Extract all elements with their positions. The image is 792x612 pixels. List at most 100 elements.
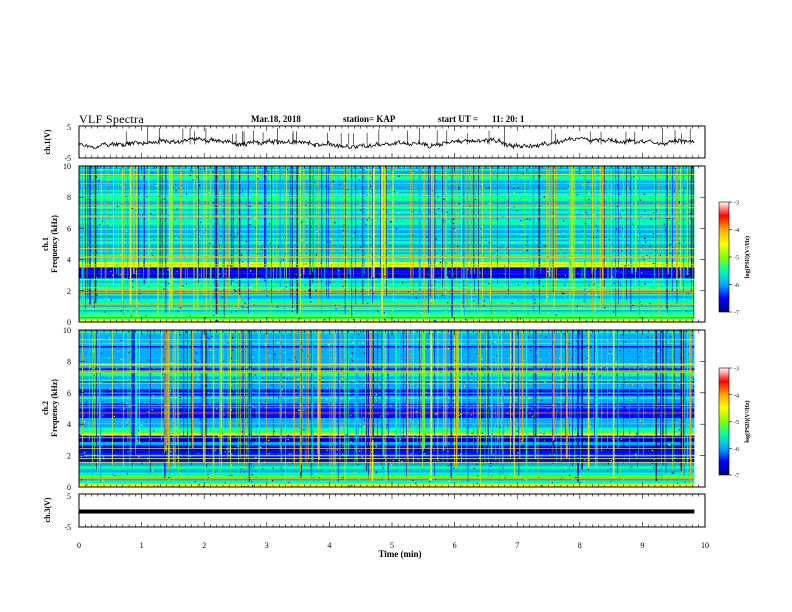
spec-streak <box>302 330 304 442</box>
spec-cell <box>185 283 188 285</box>
spec-streak <box>509 166 510 303</box>
spec-streak <box>431 330 433 448</box>
spec-cell <box>372 306 374 308</box>
spec-cell <box>385 481 387 483</box>
spec-streak <box>411 166 413 296</box>
spec-cell <box>151 255 153 257</box>
spec-cell <box>237 445 239 447</box>
spec-cell <box>632 304 634 306</box>
spec-cell <box>334 312 336 314</box>
spec-row <box>79 418 695 420</box>
spec-streak <box>169 330 171 478</box>
spec-cell <box>263 402 265 404</box>
spec-cell <box>341 369 343 371</box>
spec-cell <box>378 386 380 388</box>
spec-cell <box>364 168 366 170</box>
spec-cell <box>350 441 352 443</box>
spec-streak <box>331 330 333 479</box>
spec-cell <box>507 430 509 433</box>
spec-cell <box>651 450 654 452</box>
spec-cell <box>370 173 372 175</box>
spec-cell <box>158 195 160 197</box>
spec-cell <box>458 188 460 190</box>
spec-streak <box>476 330 479 454</box>
spec-streak <box>285 330 286 483</box>
spec-cell <box>583 440 585 442</box>
spec-streak <box>441 166 442 282</box>
spec-row <box>79 339 695 342</box>
spec-cell <box>488 187 490 189</box>
y-tick-label: 8 <box>67 357 71 366</box>
spec-cell <box>528 396 530 398</box>
spec-cell <box>286 169 288 171</box>
spec-cell <box>198 236 201 238</box>
spec-cell <box>185 315 188 317</box>
spec-cell <box>138 441 140 443</box>
spec-streak <box>159 166 161 273</box>
spec-streak <box>433 166 435 308</box>
spec-cell <box>363 425 365 428</box>
spec-cell <box>652 289 654 292</box>
spec-cell <box>521 234 523 236</box>
spec-cell <box>669 206 671 208</box>
spec-cell <box>618 358 621 360</box>
spec-cell <box>494 311 496 313</box>
spec-cell <box>287 434 289 436</box>
spec-cell <box>638 356 640 358</box>
spec-streak <box>180 166 182 307</box>
spec-cell <box>146 378 148 380</box>
spec-cell <box>588 199 590 201</box>
spec-cell <box>461 451 463 453</box>
spec-cell <box>170 451 172 453</box>
spec-cell <box>291 462 293 464</box>
spec-cell <box>337 421 339 423</box>
spec-cell <box>540 282 543 284</box>
spec-cell <box>244 420 246 422</box>
spec-cell <box>490 465 492 467</box>
spec-cell <box>207 261 209 263</box>
spec-streak <box>430 166 432 292</box>
spec-cell <box>422 226 424 228</box>
spec-cell <box>604 448 606 450</box>
spec-cell <box>520 220 522 222</box>
ch1-spec-ylabel: Frequency (kHz) <box>50 215 59 273</box>
spec-cell <box>146 409 148 411</box>
spec-cell <box>572 428 574 430</box>
spec-cell <box>343 224 345 226</box>
spec-cell <box>226 387 228 389</box>
spec-cell <box>309 424 311 426</box>
spec-streak <box>384 166 386 274</box>
spec-cell <box>392 309 394 311</box>
spec-cell <box>687 292 689 294</box>
spec-cell <box>309 354 311 356</box>
spec-cell <box>427 373 429 375</box>
spec-cell <box>101 352 103 354</box>
spec-cell <box>535 188 537 191</box>
spec-cell <box>678 201 680 203</box>
spec-cell <box>544 381 546 383</box>
spec-cell <box>222 468 224 470</box>
spec-row <box>79 451 695 454</box>
spec-cell <box>460 453 462 455</box>
spec-cell <box>391 220 393 222</box>
spec-cell <box>274 454 276 456</box>
spec-cell <box>473 433 475 435</box>
spec-cell <box>621 174 624 177</box>
spec-cell <box>116 458 118 460</box>
spec-row <box>79 419 695 422</box>
spec-cell <box>230 473 232 475</box>
spec-cell <box>260 447 262 449</box>
spec-cell <box>116 263 118 265</box>
spec-cell <box>447 465 449 467</box>
spec-cell <box>138 476 140 478</box>
spec-cell <box>340 193 342 195</box>
spec-cell <box>645 388 647 390</box>
spec-cell <box>118 463 120 465</box>
spec-cell <box>621 250 623 252</box>
spec-cell <box>335 308 337 310</box>
spec-cell <box>458 414 460 416</box>
spec-streak <box>228 166 230 297</box>
spec-cell <box>620 251 622 253</box>
spec-cell <box>190 455 192 458</box>
spec-cell <box>360 193 362 195</box>
